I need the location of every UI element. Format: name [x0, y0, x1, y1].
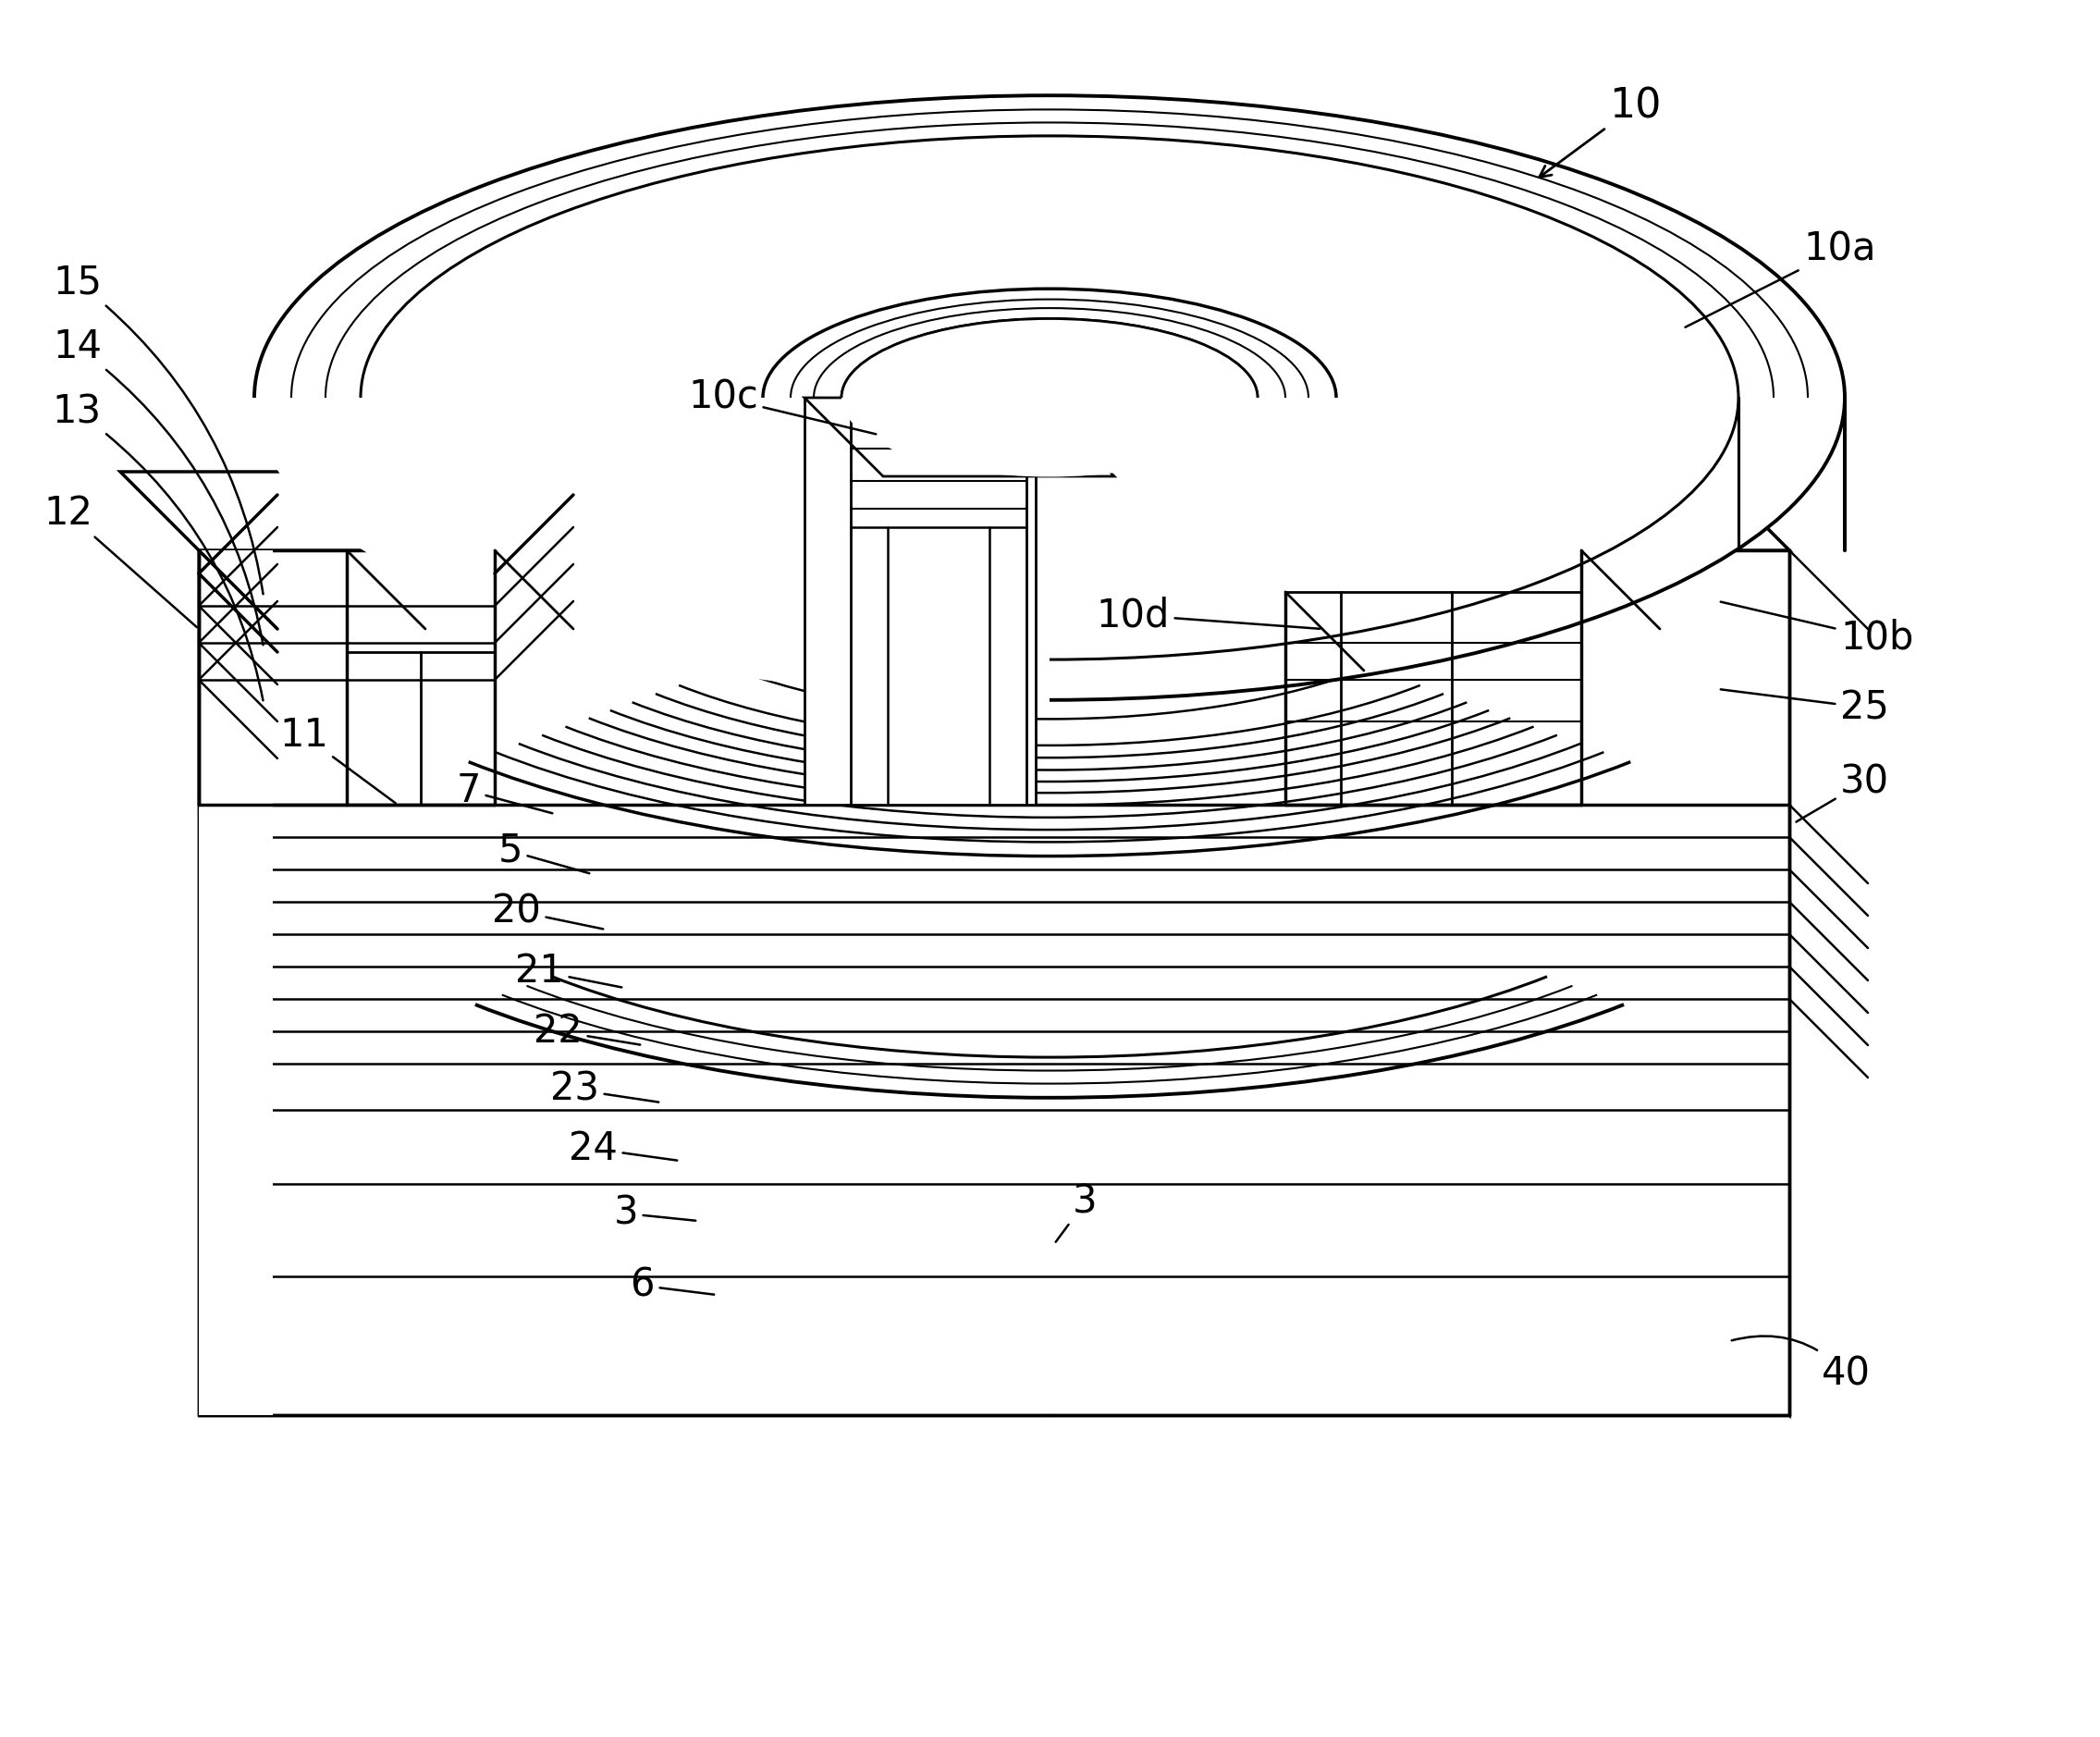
- Polygon shape: [200, 551, 1789, 1416]
- Text: 15: 15: [53, 262, 262, 594]
- Text: 14: 14: [53, 327, 262, 644]
- Polygon shape: [804, 398, 1035, 804]
- Polygon shape: [804, 398, 1115, 476]
- Text: 10a: 10a: [1686, 231, 1875, 327]
- Text: 23: 23: [550, 1070, 659, 1108]
- Text: 5: 5: [498, 832, 590, 874]
- Text: 3: 3: [1056, 1183, 1098, 1242]
- Text: 12: 12: [44, 493, 197, 627]
- Text: 10: 10: [1539, 87, 1661, 177]
- Text: 30: 30: [1796, 763, 1890, 822]
- Text: 24: 24: [569, 1129, 676, 1169]
- Text: 10c: 10c: [689, 379, 876, 434]
- Polygon shape: [120, 472, 1789, 551]
- Text: 3: 3: [613, 1193, 695, 1233]
- Text: 22: 22: [533, 1013, 641, 1051]
- Polygon shape: [1711, 472, 1789, 1416]
- Text: 10b: 10b: [1720, 601, 1913, 658]
- Polygon shape: [200, 551, 273, 1416]
- Text: 10d: 10d: [1096, 596, 1319, 634]
- Ellipse shape: [842, 318, 1258, 476]
- Text: 40: 40: [1732, 1336, 1871, 1393]
- Text: 11: 11: [279, 716, 395, 802]
- Text: 20: 20: [491, 891, 603, 931]
- Text: 21: 21: [514, 952, 622, 990]
- Ellipse shape: [254, 96, 1844, 700]
- Text: 25: 25: [1720, 688, 1890, 728]
- Text: 7: 7: [456, 771, 552, 813]
- Text: 6: 6: [630, 1266, 714, 1304]
- Text: 13: 13: [53, 393, 262, 700]
